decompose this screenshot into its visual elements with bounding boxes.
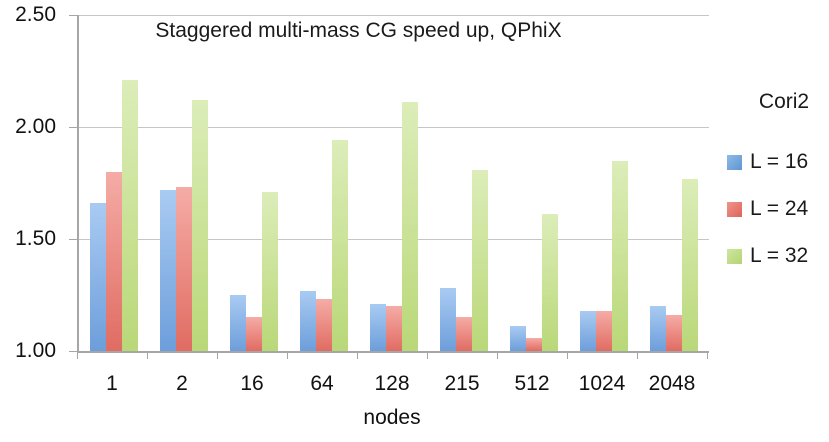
bar-l16 [90, 203, 106, 351]
x-axis-label: 1024 [578, 372, 626, 395]
legend-swatch-icon [727, 154, 742, 170]
bar-l24 [386, 306, 402, 351]
y-axis-label: 1.00 [15, 339, 56, 362]
bar-l16 [160, 190, 176, 351]
x-axis-label: 2 [176, 372, 188, 395]
bar-group [639, 15, 709, 351]
bar-l24 [316, 299, 332, 351]
bar-l16 [650, 306, 666, 351]
legend-swatch-icon [727, 248, 742, 264]
bar-l24 [666, 315, 682, 351]
bar-l32 [402, 102, 418, 351]
bar-l16 [300, 291, 316, 351]
x-axis-label: 64 [310, 372, 334, 395]
bar-l16 [230, 295, 246, 351]
x-axis-label: 2048 [648, 372, 696, 395]
bar-l24 [456, 317, 472, 351]
bar-groups [79, 15, 709, 351]
bar-group [569, 15, 639, 351]
chart-title: Staggered multi-mass CG speed up, QPhiX [155, 19, 562, 42]
bar-group [219, 15, 289, 351]
x-axis-title: nodes [363, 406, 421, 429]
bar-l24 [246, 317, 262, 351]
x-axis-label: 16 [240, 372, 264, 395]
bar-l32 [472, 170, 488, 351]
x-axis-tick [77, 353, 78, 359]
legend: Cori2 L = 16 L = 24 L = 32 [727, 90, 827, 291]
bar-l32 [192, 100, 208, 351]
bar-l24 [176, 187, 192, 351]
y-axis-tick [69, 15, 77, 16]
x-axis-label: 215 [444, 372, 480, 395]
bar-l24 [106, 172, 122, 351]
legend-swatch-icon [727, 201, 742, 217]
x-axis-label: 1 [106, 372, 118, 395]
x-axis-tick [567, 353, 568, 359]
bar-group [289, 15, 359, 351]
gridline [79, 127, 709, 128]
bar-l24 [596, 311, 612, 351]
legend-label: L = 16 [750, 150, 809, 173]
x-axis-label: 512 [514, 372, 550, 395]
x-axis-label: 128 [374, 372, 410, 395]
y-axis-label: 1.50 [15, 227, 56, 250]
bar-l32 [122, 80, 138, 351]
x-axis-tick [497, 353, 498, 359]
x-axis-tick [217, 353, 218, 359]
bar-l16 [440, 288, 456, 351]
bar-l32 [682, 179, 698, 351]
gridline [79, 15, 709, 16]
x-axis-tick [637, 353, 638, 359]
gridline [79, 239, 709, 240]
bar-group [149, 15, 219, 351]
x-axis-tick [707, 353, 708, 359]
x-axis-tick [357, 353, 358, 359]
x-axis-tick [287, 353, 288, 359]
bar-group [359, 15, 429, 351]
bar-group [429, 15, 499, 351]
bar-l16 [370, 304, 386, 351]
bar-l16 [580, 311, 596, 351]
y-axis-tick [69, 127, 77, 128]
x-axis-tick [427, 353, 428, 359]
bar-group [499, 15, 569, 351]
bar-l32 [332, 140, 348, 351]
legend-items: L = 16 L = 24 L = 32 [727, 150, 827, 268]
x-axis-labels: 1 2 16 64 128 215 512 1024 2048 [77, 372, 707, 396]
bar-l32 [262, 192, 278, 351]
y-axis-tick [69, 351, 77, 352]
legend-item: L = 24 [727, 197, 827, 221]
legend-item: L = 16 [727, 150, 827, 174]
bar-l32 [612, 161, 628, 351]
bar-l24 [526, 338, 542, 351]
legend-item: L = 32 [727, 244, 827, 268]
y-axis-tick [69, 239, 77, 240]
legend-label: L = 32 [750, 244, 809, 267]
bar-group [79, 15, 149, 351]
legend-label: L = 24 [750, 197, 809, 220]
bar-l32 [542, 214, 558, 351]
legend-title: Cori2 [758, 90, 810, 113]
x-axis-tick [147, 353, 148, 359]
bar-l16 [510, 326, 526, 351]
plot-area [77, 15, 709, 353]
y-axis-label: 2.50 [15, 3, 56, 26]
y-axis-label: 2.00 [15, 115, 56, 138]
